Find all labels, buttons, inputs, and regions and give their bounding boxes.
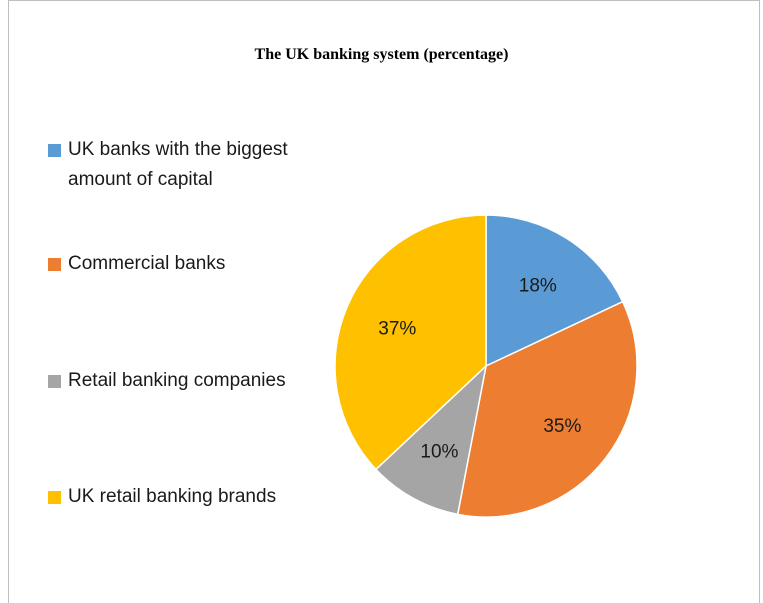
slice-uk-banks-capital	[485, 214, 624, 368]
slice-uk-retail-banking-brands	[334, 214, 487, 471]
legend-swatch	[48, 491, 61, 504]
data-label: 18%	[519, 275, 557, 296]
legend-label: UK banks with the biggest amount of capi…	[68, 139, 288, 190]
legend-label: Retail banking companies	[68, 370, 286, 391]
legend-swatch	[48, 144, 61, 157]
slice-retail-banking-companies	[374, 363, 488, 516]
legend-label: Commercial banks	[68, 253, 226, 274]
chart-frame	[8, 0, 760, 603]
pie-slices	[334, 214, 638, 518]
data-label: 10%	[420, 442, 458, 463]
chart-title: The UK banking system (percentage)	[254, 46, 509, 63]
data-label: 37%	[378, 319, 416, 340]
legend-swatch	[48, 258, 61, 271]
pie-data-labels: 18% 35% 10% 37%	[378, 275, 581, 462]
legend-label: UK retail banking brands	[68, 486, 277, 507]
data-label: 35%	[543, 416, 581, 437]
legend-swatch	[48, 375, 61, 388]
slice-commercial-banks	[456, 300, 638, 518]
